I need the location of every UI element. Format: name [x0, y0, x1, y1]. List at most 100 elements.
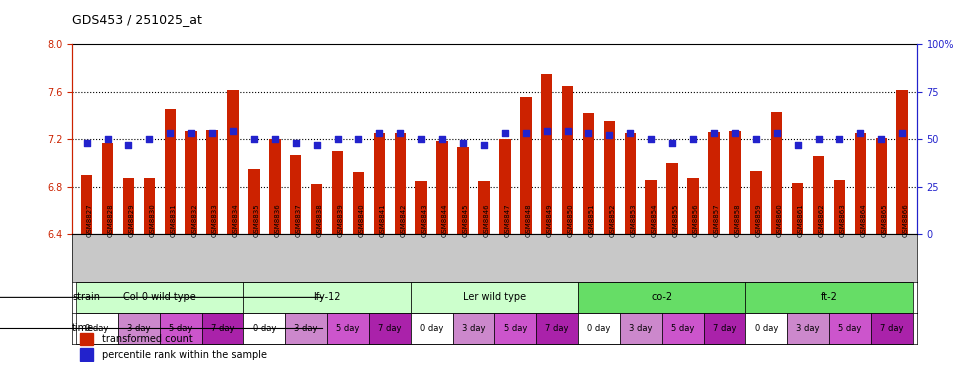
- Bar: [540, 74, 552, 234]
- Bar: [787, 313, 829, 344]
- Bar: [202, 313, 244, 344]
- Text: 5 day: 5 day: [169, 324, 192, 333]
- Text: GSM8852: GSM8852: [610, 203, 615, 237]
- Point: [643, 136, 659, 142]
- Point: [581, 130, 596, 136]
- Point: [831, 136, 847, 142]
- Text: GSM8859: GSM8859: [756, 203, 762, 237]
- Bar: [704, 313, 745, 344]
- Text: GSM8837: GSM8837: [296, 203, 301, 237]
- Text: GSM8833: GSM8833: [212, 203, 218, 237]
- Point: [497, 130, 513, 136]
- Text: 0 day: 0 day: [420, 324, 444, 333]
- Point: [748, 136, 763, 142]
- Point: [121, 142, 136, 148]
- Point: [895, 130, 910, 136]
- Point: [811, 136, 827, 142]
- Point: [539, 128, 554, 134]
- Bar: [416, 181, 427, 234]
- Bar: [666, 163, 678, 234]
- Bar: [897, 90, 908, 234]
- Point: [162, 130, 178, 136]
- Text: GSM8862: GSM8862: [819, 203, 825, 237]
- Point: [769, 130, 784, 136]
- Text: 0 day: 0 day: [252, 324, 276, 333]
- Text: 5 day: 5 day: [504, 324, 527, 333]
- Bar: [494, 313, 537, 344]
- Text: GSM8832: GSM8832: [191, 203, 197, 237]
- Bar: [249, 169, 259, 234]
- Bar: [411, 313, 452, 344]
- Bar: [76, 282, 244, 313]
- Text: ft-2: ft-2: [821, 292, 837, 302]
- Text: GSM8841: GSM8841: [379, 203, 385, 237]
- Bar: [537, 313, 578, 344]
- Text: 3 day: 3 day: [462, 324, 485, 333]
- Text: GSM8846: GSM8846: [484, 203, 490, 237]
- Bar: [578, 313, 620, 344]
- Point: [790, 142, 805, 148]
- Bar: [244, 282, 411, 313]
- Point: [100, 136, 115, 142]
- Bar: [332, 151, 344, 234]
- Bar: [81, 348, 93, 361]
- Bar: [499, 139, 511, 234]
- Bar: [792, 183, 804, 234]
- Text: GDS453 / 251025_at: GDS453 / 251025_at: [72, 12, 202, 26]
- Bar: [411, 282, 578, 313]
- Text: 5 day: 5 day: [671, 324, 694, 333]
- Point: [435, 136, 450, 142]
- Bar: [452, 313, 494, 344]
- Text: GSM8866: GSM8866: [902, 203, 908, 237]
- Bar: [185, 131, 197, 234]
- Text: GSM8842: GSM8842: [400, 203, 406, 237]
- Bar: [520, 97, 532, 234]
- Point: [350, 136, 366, 142]
- Text: GSM8864: GSM8864: [860, 203, 866, 237]
- Text: 7 day: 7 day: [712, 324, 736, 333]
- Bar: [285, 313, 327, 344]
- Text: time: time: [72, 324, 94, 333]
- Bar: [206, 130, 218, 234]
- Bar: [123, 178, 134, 234]
- Point: [393, 130, 408, 136]
- Text: GSM8865: GSM8865: [881, 203, 887, 237]
- Text: 3 day: 3 day: [629, 324, 653, 333]
- Text: GSM8840: GSM8840: [358, 203, 365, 237]
- Text: GSM8831: GSM8831: [170, 203, 177, 237]
- Point: [476, 142, 492, 148]
- Text: GSM8830: GSM8830: [150, 203, 156, 237]
- Bar: [244, 313, 285, 344]
- Text: GSM8855: GSM8855: [672, 203, 678, 237]
- Point: [455, 140, 470, 146]
- Text: GSM8856: GSM8856: [693, 203, 699, 237]
- Bar: [144, 178, 156, 234]
- Bar: [578, 282, 745, 313]
- Bar: [164, 109, 176, 234]
- Text: 0 day: 0 day: [755, 324, 778, 333]
- Text: GSM8860: GSM8860: [777, 203, 782, 237]
- Bar: [876, 138, 887, 234]
- Bar: [708, 132, 720, 234]
- Bar: [604, 121, 615, 234]
- Bar: [745, 282, 913, 313]
- Point: [518, 130, 534, 136]
- Text: GSM8850: GSM8850: [567, 203, 573, 237]
- Bar: [750, 171, 761, 234]
- Bar: [311, 184, 323, 234]
- Text: GSM8848: GSM8848: [526, 203, 532, 237]
- Point: [623, 130, 638, 136]
- Point: [372, 130, 387, 136]
- Bar: [373, 133, 385, 234]
- Bar: [327, 313, 369, 344]
- Text: lfy-12: lfy-12: [313, 292, 341, 302]
- Point: [852, 130, 868, 136]
- Text: GSM8857: GSM8857: [714, 203, 720, 237]
- Text: GSM8849: GSM8849: [546, 203, 553, 237]
- Text: GSM8845: GSM8845: [463, 203, 469, 237]
- Text: GSM8828: GSM8828: [108, 203, 113, 237]
- Bar: [833, 179, 845, 234]
- Text: Col-0 wild type: Col-0 wild type: [124, 292, 196, 302]
- Point: [685, 136, 701, 142]
- Point: [707, 130, 722, 136]
